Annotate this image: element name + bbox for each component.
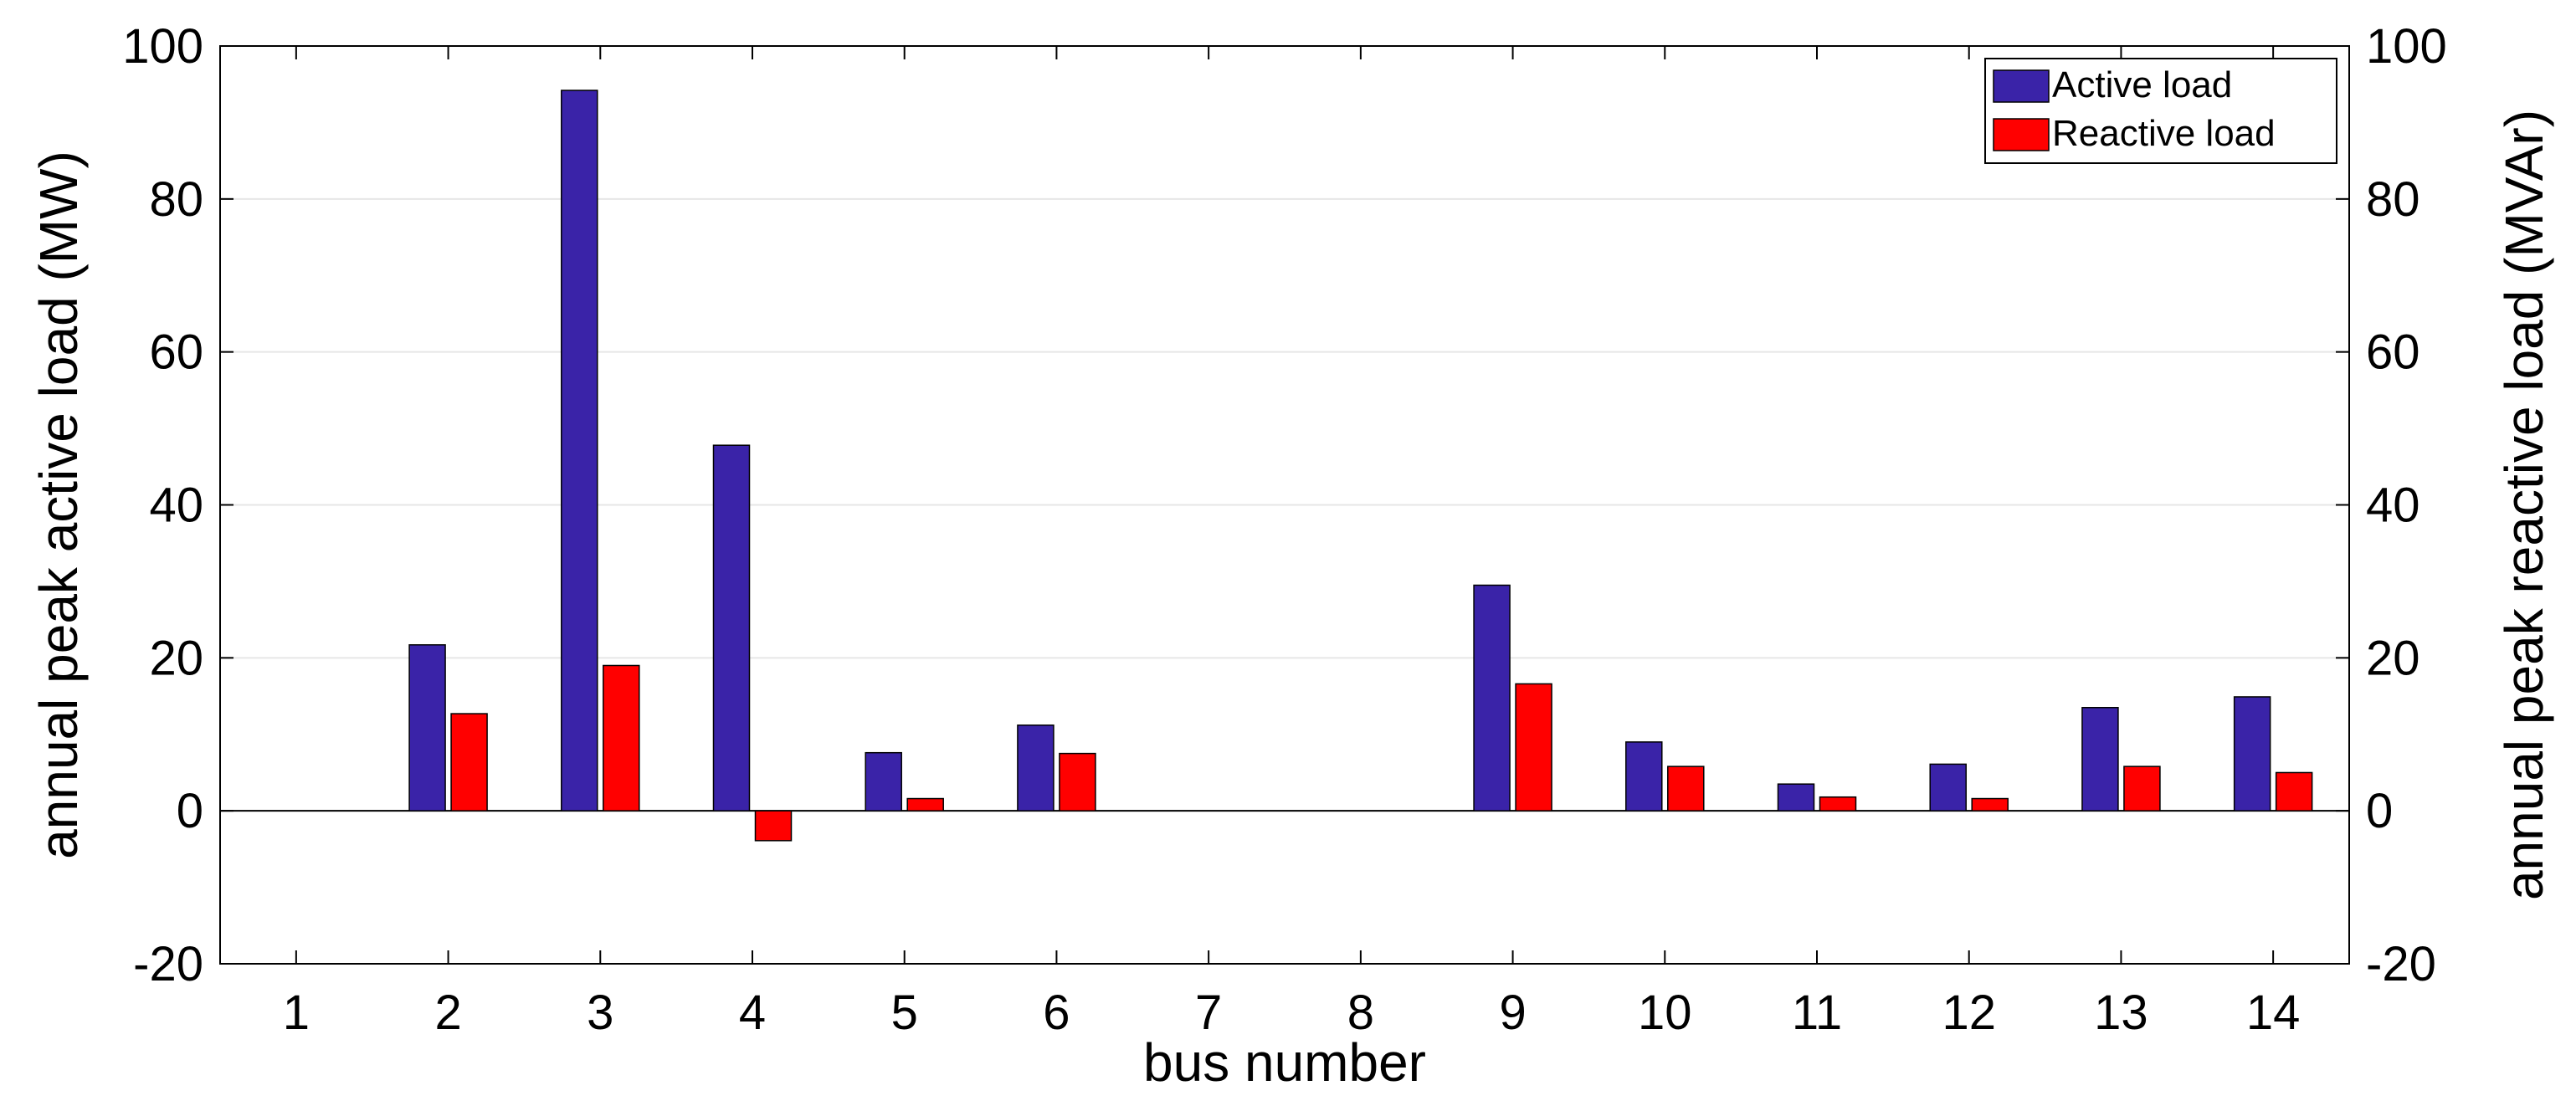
right-tick-label: 40 (2366, 479, 2420, 533)
right-tick-label: 20 (2366, 631, 2420, 685)
left-axis-tick-labels: -20 0 20 40 60 80 100 (122, 19, 203, 991)
bar-reactive-bus-10 (1667, 765, 1705, 812)
left-tick-label: 80 (149, 172, 203, 227)
axis-ticks (220, 45, 2349, 965)
bar-reactive-bus-9 (1515, 683, 1552, 812)
x-tick-label: 11 (1792, 986, 1842, 1040)
left-tick-label: 100 (122, 19, 203, 74)
bar-reactive-bus-4 (754, 810, 793, 842)
bar-reactive-bus-11 (1819, 796, 1857, 812)
bar-active-bus-11 (1777, 783, 1815, 812)
right-tick-label: 80 (2366, 172, 2420, 227)
bar-reactive-bus-6 (1059, 752, 1096, 812)
bar-active-bus-9 (1473, 584, 1511, 812)
x-tick-label: 7 (1195, 986, 1222, 1040)
legend: Active load Reactive load (1984, 58, 2337, 164)
x-tick-label: 3 (587, 986, 613, 1040)
left-tick-label: -20 (133, 937, 203, 991)
bar-active-bus-14 (2233, 696, 2271, 812)
legend-label-reactive-load: Reactive load (2052, 113, 2276, 154)
right-tick-label: 100 (2366, 19, 2447, 74)
x-tick-label: 2 (434, 986, 461, 1040)
gridlines (220, 197, 2349, 812)
bar-reactive-bus-12 (1971, 797, 2009, 812)
x-tick-label: 4 (739, 986, 766, 1040)
left-y-axis-title: annual peak active load (MW) (28, 151, 89, 859)
x-tick-label: 9 (1499, 986, 1526, 1040)
left-tick-label: 0 (177, 784, 203, 838)
left-tick-label: 60 (149, 325, 203, 380)
bar-reactive-bus-13 (2123, 765, 2161, 812)
legend-swatch-active-load (1993, 69, 2050, 103)
bar-active-bus-12 (1929, 763, 1967, 812)
legend-label-active-load: Active load (2052, 64, 2232, 105)
x-tick-label: 8 (1347, 986, 1374, 1040)
right-y-axis-title: annual peak reactive load (MVAr) (2494, 110, 2554, 900)
x-tick-label: 13 (2094, 986, 2148, 1040)
right-tick-label: 0 (2366, 784, 2393, 838)
left-tick-label: 20 (149, 631, 203, 685)
x-axis-tick-labels: 1 2 3 4 5 6 7 8 9 10 11 12 13 14 (283, 986, 2301, 1040)
left-tick-label: 40 (149, 479, 203, 533)
bar-reactive-bus-2 (450, 713, 488, 812)
bar-active-bus-3 (561, 90, 598, 812)
right-axis-tick-labels: -20 0 20 40 60 80 100 (2366, 19, 2447, 991)
bar-reactive-bus-3 (603, 664, 640, 812)
bar-reactive-bus-14 (2275, 771, 2313, 812)
x-tick-label: 10 (1638, 986, 1692, 1040)
legend-swatch-reactive-load (1993, 118, 2050, 151)
right-tick-label: -20 (2366, 937, 2436, 991)
bar-reactive-bus-5 (906, 797, 944, 812)
x-tick-label: 14 (2246, 986, 2301, 1040)
bar-active-bus-10 (1625, 741, 1663, 812)
x-tick-label: 1 (283, 986, 310, 1040)
bar-active-bus-4 (712, 444, 751, 812)
bar-active-bus-13 (2081, 707, 2119, 812)
x-axis-title: bus number (1143, 1032, 1426, 1093)
x-tick-label: 12 (1942, 986, 1996, 1040)
bar-active-bus-5 (865, 751, 902, 812)
x-tick-label: 5 (891, 986, 918, 1040)
right-tick-label: 60 (2366, 325, 2420, 380)
x-tick-label: 6 (1043, 986, 1070, 1040)
bars (408, 90, 2313, 842)
bar-active-bus-6 (1017, 725, 1055, 812)
bar-active-bus-2 (408, 644, 446, 812)
